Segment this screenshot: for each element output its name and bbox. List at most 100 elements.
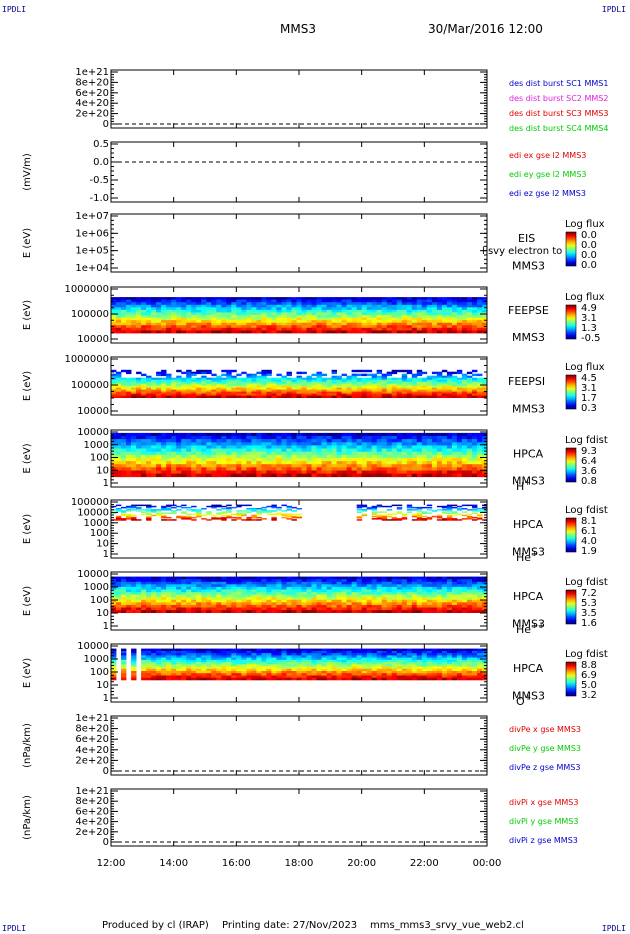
y-tick-label: 1	[103, 693, 109, 704]
y-tick-label: 1	[103, 549, 109, 560]
legend-entry: des dist burst SC2 MMS2	[509, 94, 608, 103]
colorbar-tick-label: 0.0	[581, 250, 597, 261]
colorbar-tick-label: 0.3	[581, 403, 597, 414]
instrument-label: HPCA	[513, 447, 544, 460]
instrument-label: FEEPSI	[508, 375, 545, 388]
colorbar-tick-label: 9.3	[581, 446, 597, 457]
y-tick-label: 8e+20	[75, 724, 109, 735]
y-tick-label: 10	[96, 539, 109, 550]
spacecraft-label: MMS3	[512, 260, 545, 273]
colorbar-title: Log fdist	[565, 649, 608, 660]
spacecraft-label: MMS3	[512, 618, 545, 631]
legend-entry: divPe z gse MMS3	[509, 763, 580, 772]
y-axis-label: (nPa/km)	[22, 723, 33, 768]
y-tick-label: 1e+04	[75, 263, 109, 274]
y-tick-label: 1000000	[64, 354, 109, 365]
panel-feepsi: 1000000 100000 10000 E (eV) FEEPSI MMS3 Log fl…	[22, 354, 605, 417]
panel-eis: 1e+07 1e+06 1e+05 1e+04 E (eV) EIS MMS3 l svy e…	[22, 211, 605, 274]
overlay-label: l svy electron to	[482, 246, 562, 257]
y-tick-label: 1	[103, 478, 109, 489]
colorbar	[565, 231, 577, 267]
footer-script-name: mms_mms3_srvy_vue_web2.cl	[370, 920, 524, 931]
y-tick-label: 100	[90, 595, 109, 606]
y-tick-label: 1000000	[64, 284, 109, 295]
colorbar-tick-label: 8.1	[581, 516, 597, 527]
y-axis-label: E (eV)	[22, 658, 33, 688]
colorbar-tick-label: 1.6	[581, 618, 597, 629]
instrument-label: FEEPSE	[508, 304, 549, 317]
y-tick-label: 100	[90, 528, 109, 539]
y-tick-label: 8e+20	[75, 796, 109, 807]
colorbar	[565, 589, 577, 625]
y-axis-label: E (eV)	[22, 586, 33, 616]
legend-entry: divPi x gse MMS3	[509, 798, 578, 807]
corner-label-top-left: IPDLI	[2, 5, 27, 14]
y-tick-label: 0.0	[93, 157, 109, 168]
y-tick-label: 1e+06	[75, 228, 109, 239]
y-axis-label: E (eV)	[22, 228, 33, 258]
colorbar-tick-label: 3.1	[581, 313, 597, 324]
y-tick-label: 1e+21	[75, 786, 109, 797]
panel-frame	[110, 788, 488, 847]
colorbar-tick-label: 6.4	[581, 456, 597, 467]
legend-entry: edi ey gse l2 MMS3	[509, 170, 587, 179]
y-tick-label: 100000	[71, 309, 109, 320]
legend-entry: des dist burst SC1 MMS1	[509, 79, 608, 88]
legend-entry: des dist burst SC4 MMS4	[509, 124, 608, 133]
species-charge: ++	[531, 621, 544, 630]
x-tick-label: 18:00	[285, 858, 314, 869]
colorbar-tick-label: 7.2	[581, 588, 597, 599]
y-tick-label: 1e+07	[75, 211, 109, 222]
y-tick-label: 10000	[77, 334, 109, 345]
species-charge: +	[524, 478, 531, 487]
colorbar-tick-label: 1.3	[581, 323, 597, 334]
species-label: O+	[516, 693, 531, 708]
y-tick-label: 1e+21	[75, 713, 109, 724]
colorbar	[565, 374, 577, 410]
y-tick-label: 4e+20	[75, 817, 109, 828]
colorbar-tick-label: 0.0	[581, 260, 597, 271]
colorbar-tick-label: 1.9	[581, 546, 597, 557]
legend-entry: divPe x gse MMS3	[509, 725, 581, 734]
corner-label-bottom-left: IPDLI	[2, 924, 27, 933]
y-tick-label: 10	[96, 680, 109, 691]
x-tick-label: 12:00	[97, 858, 126, 869]
corner-label-top-right: IPDLI	[601, 5, 626, 14]
colorbar	[565, 517, 577, 553]
legend-entry: des dist burst SC3 MMS3	[509, 109, 608, 118]
colorbar-tick-label: 0.0	[581, 240, 597, 251]
y-tick-label: 0	[103, 766, 109, 777]
instrument-label: HPCA	[513, 590, 544, 603]
colorbar-tick-label: 6.1	[581, 526, 597, 537]
colorbar-tick-label: 0.8	[581, 476, 597, 487]
corner-label-bottom-right: IPDLI	[601, 924, 626, 933]
x-tick-label: 16:00	[222, 858, 251, 869]
y-axis-label: E (eV)	[22, 300, 33, 330]
y-tick-label: 100000	[71, 380, 109, 391]
legend-entry: divPi z gse MMS3	[509, 836, 578, 845]
species-name: He	[516, 551, 531, 564]
y-tick-label: 10	[96, 608, 109, 619]
y-tick-label: 0	[103, 119, 109, 130]
panel-edi: 0.5 0.0 -0.5 -1.0 (mV/m) edi ex gse l2 MMS3 ed…	[22, 139, 587, 204]
spectrogram-hpca-hepp	[111, 576, 488, 613]
colorbar-title: Log flux	[565, 292, 605, 303]
x-tick-label: 00:00	[473, 858, 502, 869]
y-tick-label: 6e+20	[75, 734, 109, 745]
y-tick-label: -1.0	[89, 193, 109, 204]
colorbar-tick-label: 4.9	[581, 303, 597, 314]
y-tick-label: 100	[90, 453, 109, 464]
y-tick-label: 8e+20	[75, 77, 109, 88]
y-tick-label: 0	[103, 837, 109, 848]
y-tick-label: 2e+20	[75, 109, 109, 120]
y-tick-label: 1000	[84, 440, 109, 451]
species-label: He++	[516, 621, 544, 636]
spacecraft-label: MMS3	[512, 690, 545, 703]
colorbar-tick-label: 0.0	[581, 230, 597, 241]
